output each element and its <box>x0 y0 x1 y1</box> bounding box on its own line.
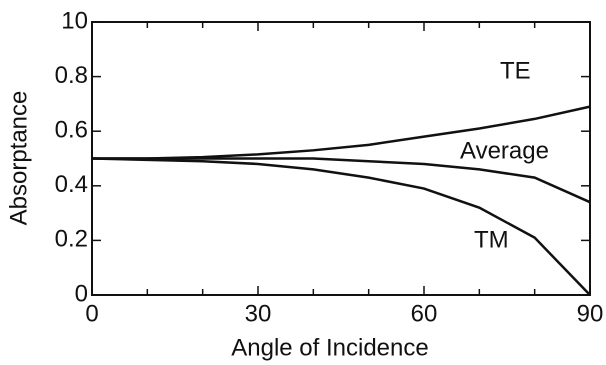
series-line <box>92 157 591 204</box>
y-tick-label: 0.4 <box>55 171 88 198</box>
y-tick-label: 0.6 <box>55 117 88 144</box>
y-tick-label: 0.8 <box>55 62 88 89</box>
y-tick-label: 0 <box>75 280 88 307</box>
series-label: Average <box>460 137 549 164</box>
x-axis-label: Angle of Incidence <box>231 334 428 361</box>
series-label: TE <box>500 57 531 84</box>
y-axis-label: Absorptance <box>5 91 32 226</box>
series-line <box>91 157 591 296</box>
x-tick-label: 60 <box>411 300 438 327</box>
x-tick-label: 0 <box>85 300 98 327</box>
y-tick-label: 0.2 <box>55 226 88 253</box>
series-label: TM <box>474 226 509 253</box>
y-tick-label: 10 <box>61 7 88 34</box>
x-tick-label: 30 <box>245 300 272 327</box>
x-tick-label: 90 <box>577 300 604 327</box>
